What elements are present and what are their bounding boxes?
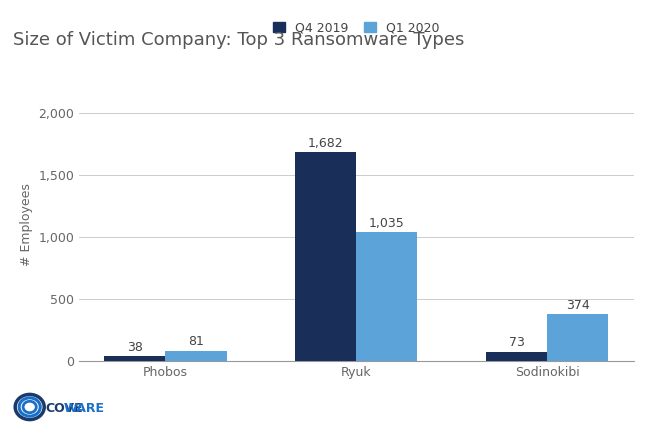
Text: COVE: COVE [45,402,82,414]
Text: 73: 73 [509,336,525,349]
Text: 374: 374 [566,299,590,312]
Text: WARE: WARE [64,402,105,414]
Text: Size of Victim Company: Top 3 Ransomware Types: Size of Victim Company: Top 3 Ransomware… [13,31,465,49]
Bar [104,356,166,361]
Bar [166,351,226,361]
Bar [547,315,609,361]
Bar [486,352,547,361]
Bar [356,232,418,361]
Text: 81: 81 [188,335,204,348]
Legend: Q4 2019, Q1 2020: Q4 2019, Q1 2020 [269,18,444,38]
Bar [295,152,356,361]
Y-axis label: # Employees: # Employees [20,183,33,266]
Text: 1,035: 1,035 [369,217,405,230]
Text: 1,682: 1,682 [308,137,344,150]
Text: 38: 38 [127,341,143,354]
